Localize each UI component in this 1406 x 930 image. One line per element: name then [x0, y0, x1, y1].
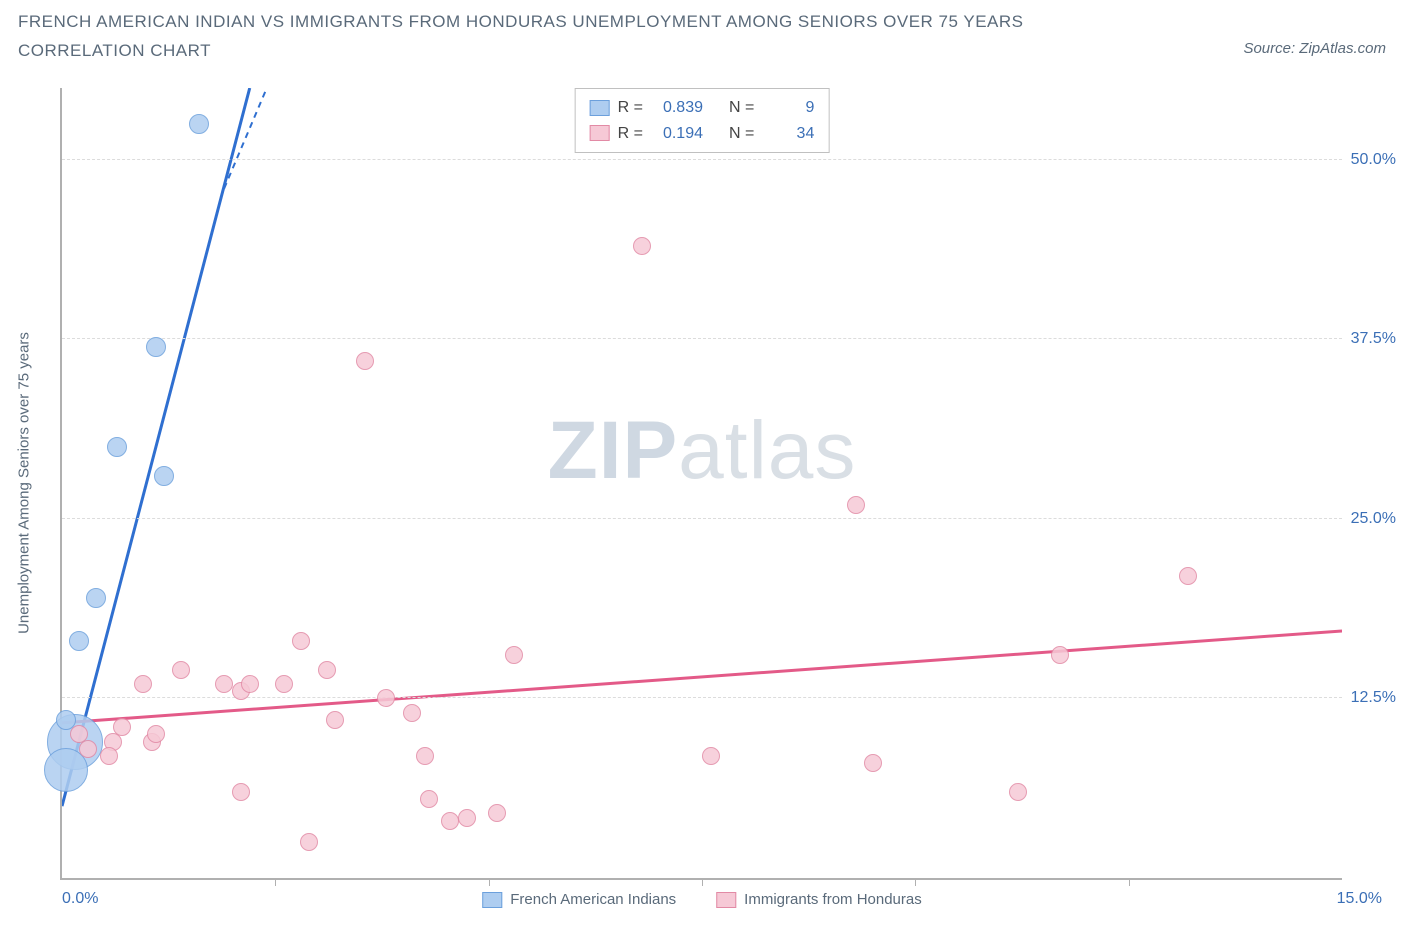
r-value-1: 0.194: [655, 121, 703, 147]
data-point: [1179, 567, 1197, 585]
data-point: [300, 833, 318, 851]
n-value-0: 9: [766, 95, 814, 121]
data-point: [147, 725, 165, 743]
chart-area: Unemployment Among Seniors over 75 years…: [60, 88, 1380, 878]
data-point: [377, 689, 395, 707]
n-label: N =: [729, 121, 754, 147]
x-tick: [702, 878, 703, 886]
data-point: [292, 632, 310, 650]
swatch-series-1: [590, 125, 610, 141]
x-tick: [489, 878, 490, 886]
chart-title: FRENCH AMERICAN INDIAN VS IMMIGRANTS FRO…: [18, 8, 1138, 66]
series-legend: French American Indians Immigrants from …: [482, 891, 921, 908]
x-min-label: 0.0%: [62, 890, 98, 908]
y-tick-label: 25.0%: [1351, 510, 1396, 528]
data-point: [134, 675, 152, 693]
n-value-1: 34: [766, 121, 814, 147]
x-max-label: 15.0%: [1337, 890, 1382, 908]
y-axis-title: Unemployment Among Seniors over 75 years: [16, 332, 33, 634]
n-label: N =: [729, 95, 754, 121]
data-point: [241, 675, 259, 693]
data-point: [441, 812, 459, 830]
data-point: [189, 114, 209, 134]
data-point: [1051, 646, 1069, 664]
x-tick: [915, 878, 916, 886]
y-tick-label: 50.0%: [1351, 151, 1396, 169]
data-point: [403, 704, 421, 722]
data-point: [318, 661, 336, 679]
data-point: [146, 337, 166, 357]
data-point: [154, 466, 174, 486]
y-tick-label: 12.5%: [1351, 689, 1396, 707]
series-1-name: Immigrants from Honduras: [744, 891, 922, 908]
r-label: R =: [618, 95, 643, 121]
data-point: [864, 754, 882, 772]
data-point: [702, 747, 720, 765]
gridline: [62, 159, 1342, 160]
gridline: [62, 338, 1342, 339]
data-point: [488, 804, 506, 822]
swatch-series-0: [590, 100, 610, 116]
x-tick: [275, 878, 276, 886]
data-point: [416, 747, 434, 765]
data-point: [79, 740, 97, 758]
y-tick-label: 37.5%: [1351, 330, 1396, 348]
data-point: [172, 661, 190, 679]
swatch-series-0: [482, 892, 502, 908]
x-tick: [1129, 878, 1130, 886]
data-point: [1009, 783, 1027, 801]
plot-area: ZIPatlas R = 0.839 N = 9 R = 0.194 N = 3…: [60, 88, 1342, 880]
swatch-series-1: [716, 892, 736, 908]
data-point: [69, 631, 89, 651]
data-point: [113, 718, 131, 736]
data-point: [326, 711, 344, 729]
data-point: [420, 790, 438, 808]
series-0-name: French American Indians: [510, 891, 676, 908]
data-point: [100, 747, 118, 765]
gridline: [62, 697, 1342, 698]
data-point: [458, 809, 476, 827]
r-value-0: 0.839: [655, 95, 703, 121]
watermark: ZIPatlas: [548, 404, 857, 498]
data-point: [847, 496, 865, 514]
data-point: [633, 237, 651, 255]
data-point: [86, 588, 106, 608]
r-label: R =: [618, 121, 643, 147]
data-point: [107, 437, 127, 457]
data-point: [505, 646, 523, 664]
correlation-legend: R = 0.839 N = 9 R = 0.194 N = 34: [575, 88, 830, 153]
data-point: [232, 783, 250, 801]
data-point: [275, 675, 293, 693]
data-point: [215, 675, 233, 693]
source-label: Source: ZipAtlas.com: [1243, 40, 1386, 57]
data-point: [356, 352, 374, 370]
gridline: [62, 518, 1342, 519]
